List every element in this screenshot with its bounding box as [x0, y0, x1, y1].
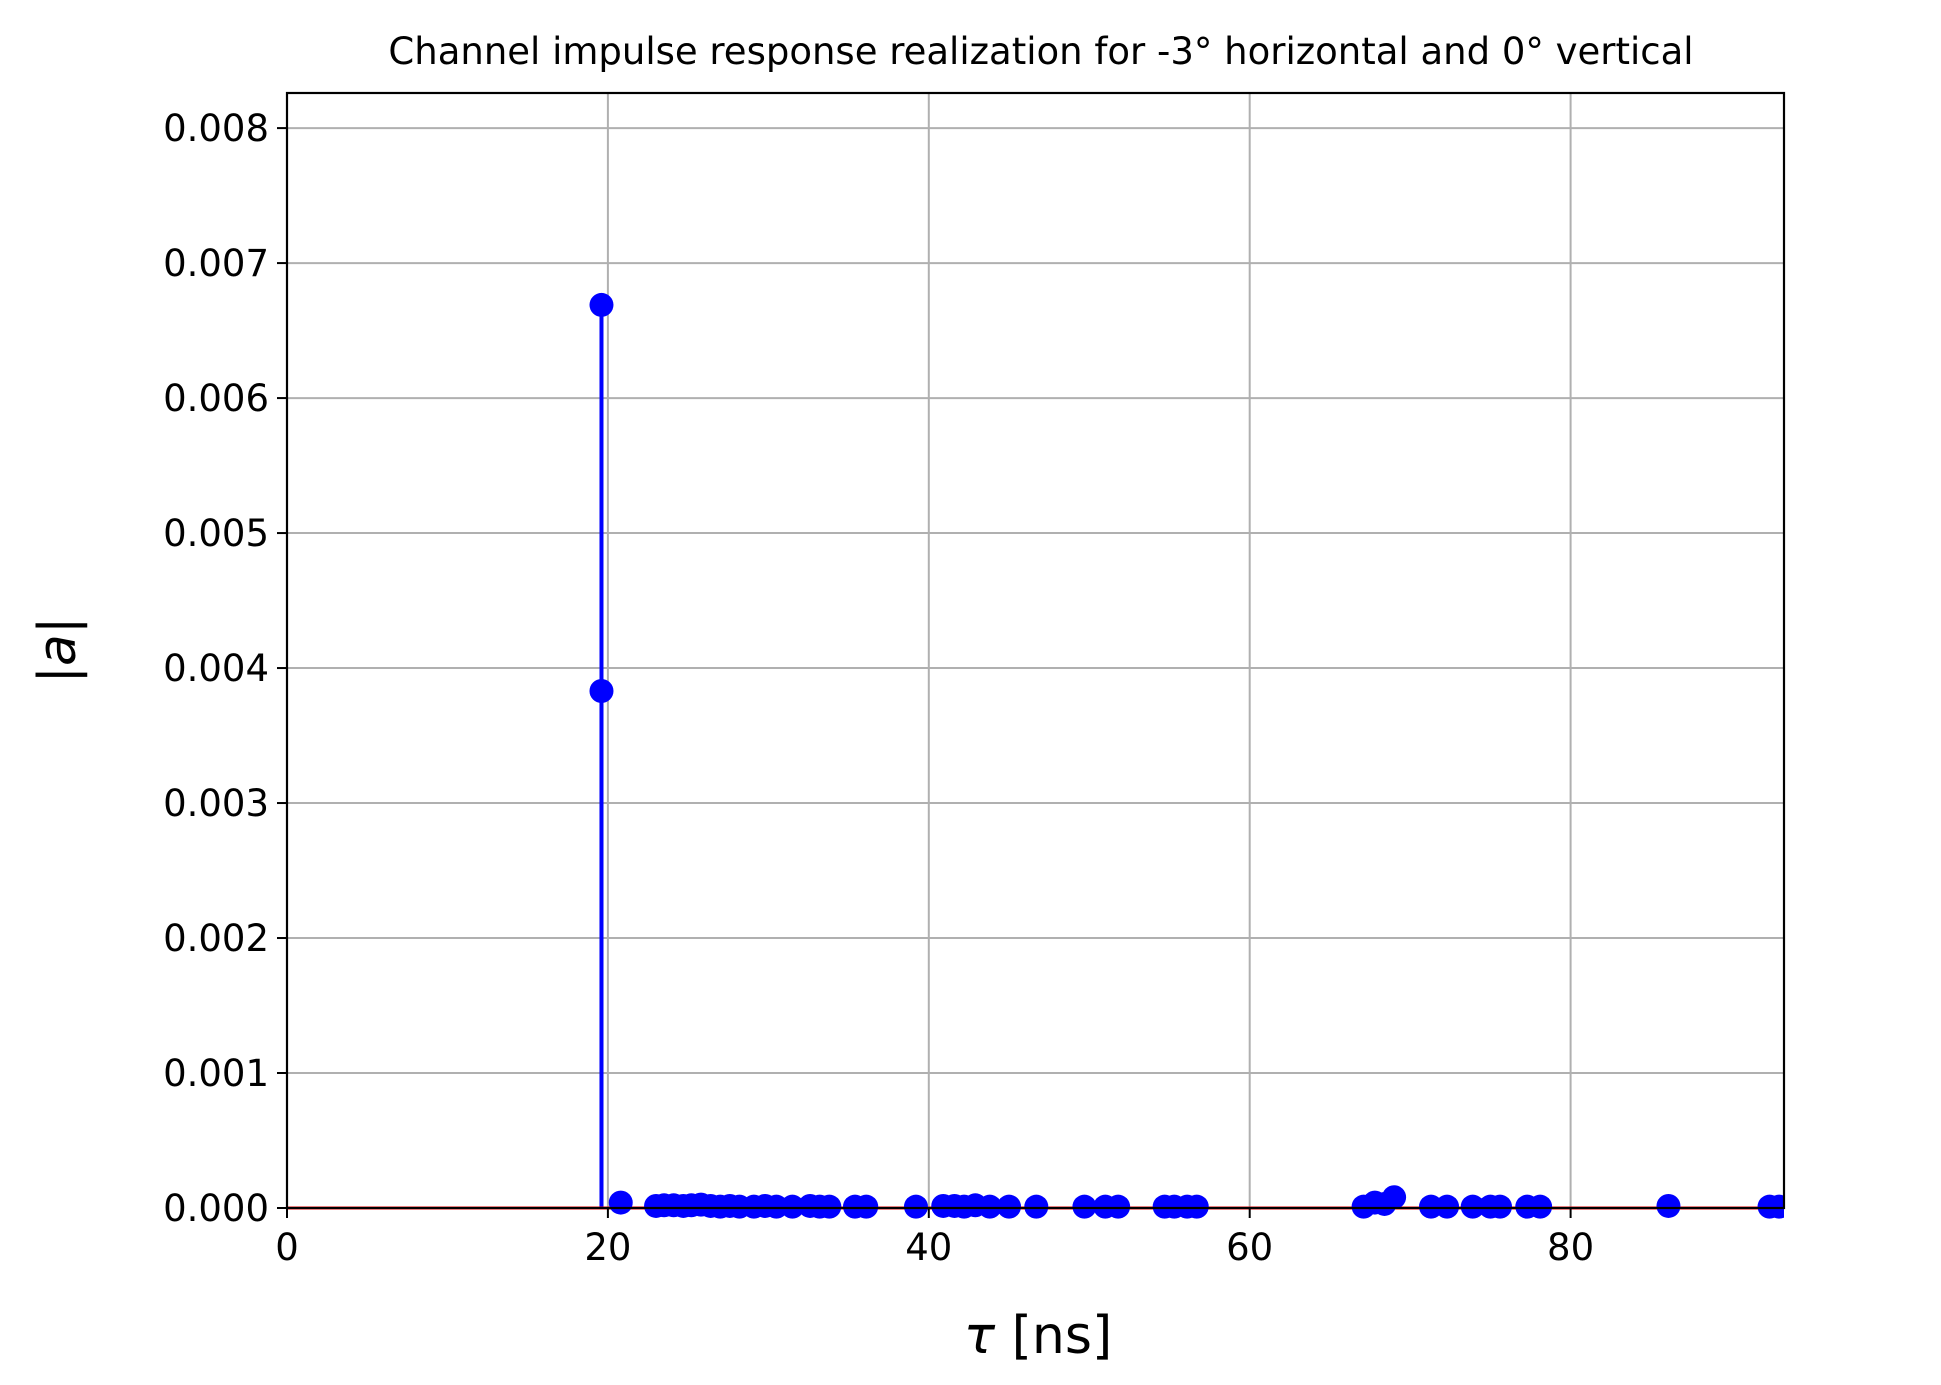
stem-marker — [997, 1194, 1022, 1219]
chart-title: Channel impulse response realization for… — [388, 30, 1693, 73]
x-tick-label: 40 — [905, 1226, 952, 1269]
y-tick-label: 0.000 — [163, 1187, 269, 1230]
stem-marker — [1024, 1194, 1049, 1219]
x-tick-label: 60 — [1226, 1226, 1273, 1269]
stem-marker — [1767, 1194, 1784, 1219]
x-tick-label: 20 — [584, 1226, 631, 1269]
y-tick-label: 0.004 — [163, 647, 269, 690]
stem-marker — [1460, 1194, 1485, 1219]
y-axis-label-symbol: a — [28, 634, 88, 666]
stem-marker — [608, 1190, 633, 1215]
stem-marker — [1488, 1194, 1513, 1219]
ticks: 0 20 40 60 80 0.000 0.001 0.002 0.003 0.004 0.005 0… — [163, 107, 1594, 1269]
y-tick-label: 0.006 — [163, 377, 269, 420]
y-tick-label: 0.002 — [163, 917, 269, 960]
y-tick-label: 0.001 — [163, 1052, 269, 1095]
stem-marker — [1072, 1194, 1097, 1219]
stem-series — [287, 292, 1784, 1219]
y-tick-label: 0.007 — [163, 242, 269, 285]
stem-marker — [589, 292, 614, 317]
stem-marker — [780, 1194, 805, 1219]
y-tick-label: 0.008 — [163, 107, 269, 150]
x-axis-label-unit: [ns] — [1012, 1306, 1113, 1366]
x-axis-label-symbol: τ — [964, 1306, 996, 1366]
stem-marker — [1184, 1194, 1209, 1219]
x-tick-label: 80 — [1547, 1226, 1594, 1269]
y-tick-label: 0.005 — [163, 512, 269, 555]
stem-marker — [817, 1194, 842, 1219]
stem-marker — [1435, 1194, 1460, 1219]
stem-marker — [977, 1194, 1002, 1219]
stem-marker — [1106, 1194, 1131, 1219]
y-tick-label: 0.003 — [163, 782, 269, 825]
x-axis-label: τ [ns] — [964, 1306, 1112, 1366]
y-axis-label: |a| — [28, 617, 88, 684]
stem-marker — [1528, 1194, 1553, 1219]
stem-marker — [854, 1194, 879, 1219]
x-tick-label: 0 — [275, 1226, 299, 1269]
stem-marker — [1656, 1193, 1681, 1218]
stem-marker — [1382, 1185, 1407, 1210]
axes-frame — [285, 91, 1786, 1210]
stem-marker — [589, 678, 614, 703]
stem-marker — [903, 1194, 928, 1219]
